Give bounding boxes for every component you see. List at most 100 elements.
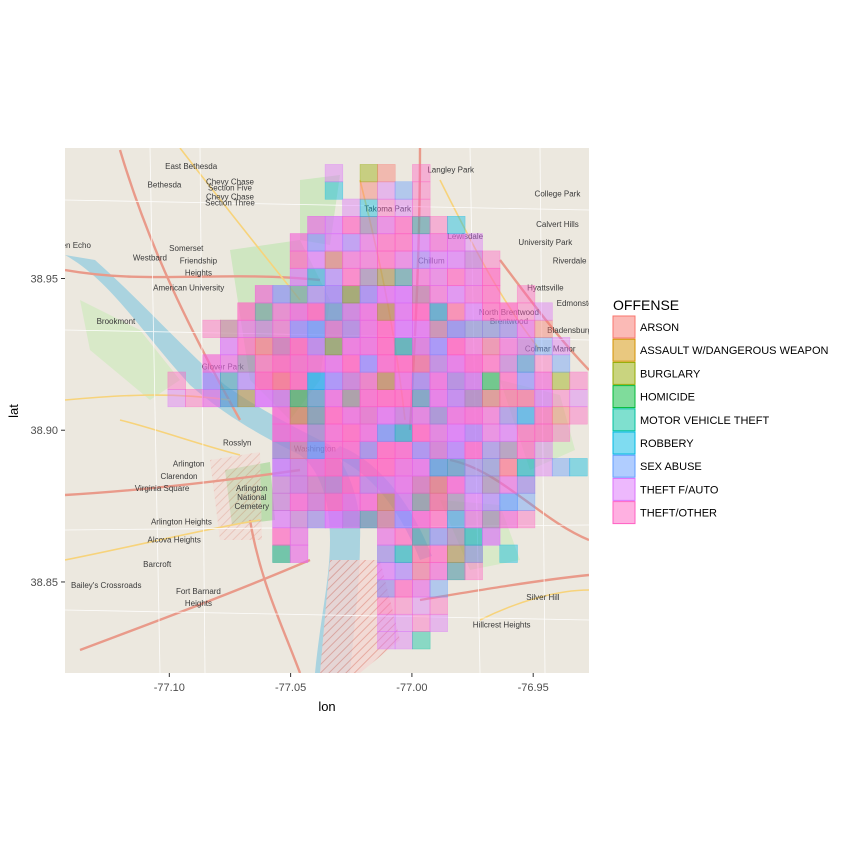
density-tile xyxy=(429,371,448,390)
density-tile xyxy=(342,371,361,390)
density-tile xyxy=(324,458,344,477)
density-tile xyxy=(377,613,396,632)
basemap-place-label: Silver Hill xyxy=(526,593,560,602)
density-tile xyxy=(412,285,431,304)
density-tile xyxy=(447,475,466,494)
basemap-place-label: Barcroft xyxy=(143,560,172,569)
density-tile xyxy=(289,475,309,494)
density-tile xyxy=(447,510,466,529)
density-tile xyxy=(220,337,239,356)
density-tile xyxy=(289,285,309,304)
density-tile xyxy=(289,302,309,321)
density-tile xyxy=(429,579,448,598)
density-tile xyxy=(289,250,309,269)
density-tile xyxy=(534,406,553,425)
density-tile xyxy=(254,389,274,408)
density-tile xyxy=(482,527,501,546)
density-tile xyxy=(482,354,501,373)
density-tile xyxy=(464,354,483,373)
density-tile xyxy=(272,285,291,304)
density-tile xyxy=(307,354,326,373)
density-tile xyxy=(412,475,431,494)
density-tile xyxy=(324,423,344,442)
basemap-place-label: North Brentwood xyxy=(479,308,539,317)
density-tile xyxy=(412,354,431,373)
x-tick-label: -77.05 xyxy=(275,682,306,694)
density-tile xyxy=(342,233,361,252)
density-tile xyxy=(394,458,413,477)
density-tile xyxy=(516,285,536,304)
density-tile xyxy=(412,181,431,200)
basemap-place-label: Cemetery xyxy=(234,502,269,511)
density-tile xyxy=(324,164,344,183)
density-tile xyxy=(289,458,309,477)
density-tile xyxy=(377,596,396,615)
density-tile xyxy=(464,389,483,408)
density-tile xyxy=(482,440,501,459)
density-tile xyxy=(412,492,431,511)
density-tile xyxy=(377,406,396,425)
density-tile xyxy=(377,267,396,287)
basemap-place-label: Glen Echo xyxy=(54,241,92,250)
density-tile xyxy=(429,354,448,373)
legend-label: SEX ABUSE xyxy=(640,461,702,473)
density-tile xyxy=(516,389,536,408)
density-tile xyxy=(394,613,413,632)
basemap-place-label: Riverdale xyxy=(553,256,587,265)
density-tile xyxy=(359,510,379,529)
basemap-place-label: Hyattsville xyxy=(527,284,564,293)
density-tile xyxy=(307,267,326,287)
density-tile xyxy=(359,198,379,217)
density-tile xyxy=(342,406,361,425)
density-tile xyxy=(429,510,448,529)
density-tile xyxy=(569,458,588,477)
density-tile xyxy=(272,406,291,425)
density-tile xyxy=(377,371,396,390)
density-tile xyxy=(237,337,256,356)
density-tile xyxy=(342,319,361,338)
density-tile xyxy=(307,337,326,356)
basemap-place-label: Chevy Chase xyxy=(206,177,255,186)
density-tile xyxy=(429,423,448,442)
density-tile xyxy=(359,423,379,442)
density-tile xyxy=(377,510,396,529)
density-tile xyxy=(394,561,413,581)
density-tile xyxy=(464,233,483,252)
density-tile xyxy=(342,267,361,287)
density-tile xyxy=(429,492,448,511)
density-tile xyxy=(289,510,309,529)
basemap-place-label: Washington xyxy=(294,444,336,453)
legend-label: BURGLARY xyxy=(640,368,701,380)
density-tile xyxy=(342,440,361,459)
density-tile xyxy=(324,267,344,287)
x-axis: -77.10 -77.05 -77.00 -76.95 xyxy=(154,673,549,694)
legend-label: ARSON xyxy=(640,322,679,334)
density-tile xyxy=(394,544,413,563)
density-tile xyxy=(447,285,466,304)
density-tile xyxy=(429,285,448,304)
basemap-place-label: Heights xyxy=(185,268,212,277)
density-tile xyxy=(534,389,553,408)
density-tile xyxy=(272,354,291,373)
density-tile xyxy=(394,319,413,338)
density-tile xyxy=(429,458,448,477)
density-tile xyxy=(534,423,553,442)
density-tile xyxy=(272,423,291,442)
density-tile xyxy=(516,371,536,390)
basemap-place-label: East Bethesda xyxy=(165,162,218,171)
density-tile xyxy=(377,561,396,581)
x-tick-label: -76.95 xyxy=(518,682,549,694)
density-tile xyxy=(272,337,291,356)
density-tile xyxy=(394,631,413,650)
x-tick-label: -77.00 xyxy=(396,682,427,694)
density-tile xyxy=(412,198,431,217)
density-tile xyxy=(482,302,501,321)
density-tile xyxy=(237,319,256,338)
density-tile xyxy=(377,475,396,494)
density-tile xyxy=(516,406,536,425)
density-tile xyxy=(289,492,309,511)
density-tile xyxy=(324,354,344,373)
density-tile xyxy=(482,423,501,442)
density-tile xyxy=(464,440,483,459)
density-tile xyxy=(254,371,274,390)
